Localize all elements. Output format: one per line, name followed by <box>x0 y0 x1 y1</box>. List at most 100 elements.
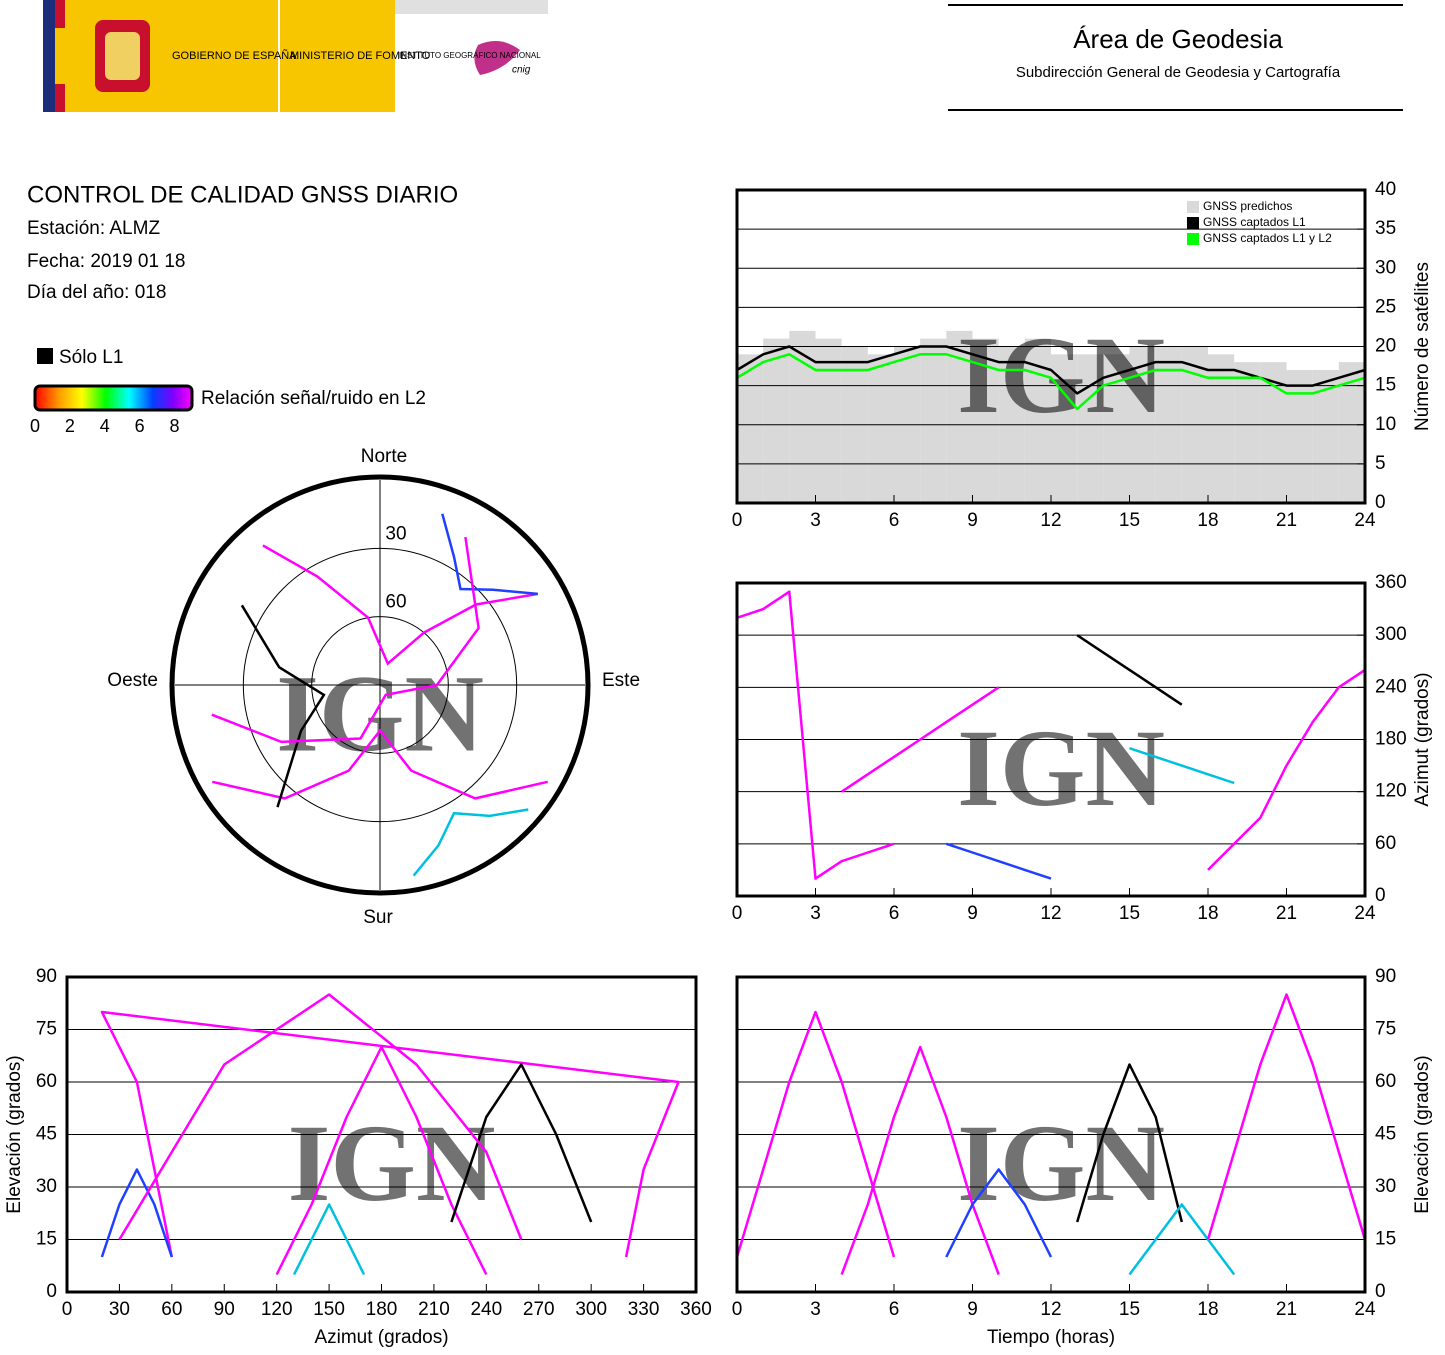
x-tick-label: 360 <box>680 1299 712 1320</box>
series-line <box>100 1010 680 1258</box>
bar <box>867 354 894 503</box>
series-line <box>841 686 1000 793</box>
x-tick-label: 21 <box>1276 510 1297 531</box>
bar <box>1286 369 1313 503</box>
legend-label: Sólo L1 <box>59 347 123 368</box>
x-tick-label: 240 <box>470 1299 502 1320</box>
x-tick-label: 3 <box>810 510 821 531</box>
series-line <box>945 842 1052 880</box>
x-tick-label: 18 <box>1197 510 1218 531</box>
y-tick-label: 75 <box>36 1019 57 1040</box>
colorbar <box>33 384 194 412</box>
x-tick-label: 24 <box>1354 903 1376 924</box>
series-line <box>1076 1063 1184 1223</box>
x-tick-label: 6 <box>889 903 900 924</box>
bar <box>1234 362 1261 503</box>
y-tick-label: 35 <box>1375 218 1396 239</box>
x-tick-label: 180 <box>366 1299 398 1320</box>
x-tick-label: 210 <box>418 1299 450 1320</box>
logo-text: GOBIERNO DE ESPAÑA <box>172 49 297 62</box>
series-line <box>1129 747 1235 785</box>
y-tick-label: 10 <box>1375 414 1396 435</box>
plot-border <box>65 975 698 1294</box>
bar <box>920 338 947 503</box>
logo-text: cnig <box>512 65 531 76</box>
legend-swatch <box>1187 201 1199 213</box>
legend-swatch <box>1187 233 1199 245</box>
x-tick-label: 12 <box>1040 510 1061 531</box>
watermark: IGN <box>957 707 1165 829</box>
y-tick-label: 90 <box>36 966 57 987</box>
y-tick-label: 180 <box>1375 729 1407 750</box>
colorbar-tick: 0 <box>30 416 40 436</box>
x-tick-label: 24 <box>1354 510 1376 531</box>
ring-label: 60 <box>385 592 406 613</box>
logo-text: INSTITUTO GEOGRÁFICO NACIONAL <box>399 51 541 60</box>
x-tick-label: 60 <box>161 1299 182 1320</box>
legend-swatch <box>1187 217 1199 229</box>
x-tick-label: 330 <box>628 1299 660 1320</box>
info: Día del año: 018 <box>27 282 166 303</box>
y-tick-label: 25 <box>1375 296 1396 317</box>
series-line <box>1076 634 1183 706</box>
colorbar-tick: 4 <box>100 416 110 436</box>
sky-track <box>441 513 538 596</box>
x-tick-label: 15 <box>1119 510 1140 531</box>
bar <box>815 338 842 503</box>
series-line <box>1206 993 1367 1240</box>
x-tick-label: 120 <box>261 1299 293 1320</box>
x-tick-label: 0 <box>732 510 743 531</box>
y-tick-label: 60 <box>36 1071 57 1092</box>
plot-border <box>735 581 1367 898</box>
x-tick-label: 12 <box>1040 1299 1061 1320</box>
x-tick-label: 15 <box>1119 903 1140 924</box>
x-tick-label: 18 <box>1197 903 1218 924</box>
header-title: Área de Geodesia <box>1073 24 1283 54</box>
colorbar-tick: 6 <box>135 416 145 436</box>
y-tick-label: 15 <box>1375 1229 1396 1250</box>
x-tick-label: 6 <box>889 510 900 531</box>
bar <box>737 354 764 503</box>
y-tick-label: 60 <box>1375 1071 1396 1092</box>
x-axis-label: Tiempo (horas) <box>987 1327 1115 1348</box>
series-line <box>735 1010 896 1258</box>
series-line <box>736 353 1366 411</box>
y-tick-label: 45 <box>36 1124 57 1145</box>
sky-track <box>212 728 548 800</box>
y-tick-label: 75 <box>1375 1019 1396 1040</box>
logo-text: MINISTERIO DE FOMENTO <box>290 50 431 62</box>
y-tick-label: 15 <box>36 1229 57 1250</box>
direction: Norte <box>361 446 407 467</box>
y-axis-label: Elevación (grados) <box>1412 1055 1433 1213</box>
series-line <box>275 1045 488 1276</box>
x-tick-label: 90 <box>214 1299 235 1320</box>
series-line <box>1207 668 1366 871</box>
x-axis-label: Azimut (grados) <box>314 1327 448 1348</box>
logo <box>43 0 548 112</box>
x-tick-label: 9 <box>967 1299 978 1320</box>
y-tick-label: 15 <box>1375 375 1396 396</box>
y-tick-label: 20 <box>1375 336 1396 357</box>
x-tick-label: 15 <box>1119 1299 1140 1320</box>
x-tick-label: 270 <box>523 1299 555 1320</box>
y-axis-label: Elevación (grados) <box>4 1055 25 1213</box>
grid-ring <box>242 547 518 823</box>
legend-label: GNSS captados L1 y L2 <box>1203 231 1332 245</box>
y-tick-label: 30 <box>36 1176 57 1197</box>
grid-ring <box>311 616 449 754</box>
y-tick-label: 30 <box>1375 257 1396 278</box>
sky-track <box>412 808 529 877</box>
series-line <box>450 1063 593 1223</box>
header-subtitle: Subdirección General de Geodesia y Carto… <box>1016 64 1341 81</box>
direction: Oeste <box>107 670 158 691</box>
watermark: IGN <box>957 314 1165 436</box>
legend-label: GNSS captados L1 <box>1203 215 1306 229</box>
x-tick-label: 0 <box>732 1299 743 1320</box>
x-tick-label: 30 <box>109 1299 130 1320</box>
info: Fecha: 2019 01 18 <box>27 251 185 272</box>
y-tick-label: 0 <box>1375 492 1386 513</box>
report-title: CONTROL DE CALIDAD GNSS DIARIO <box>27 181 458 208</box>
y-tick-label: 5 <box>1375 453 1386 474</box>
ring-label: 30 <box>385 523 406 544</box>
